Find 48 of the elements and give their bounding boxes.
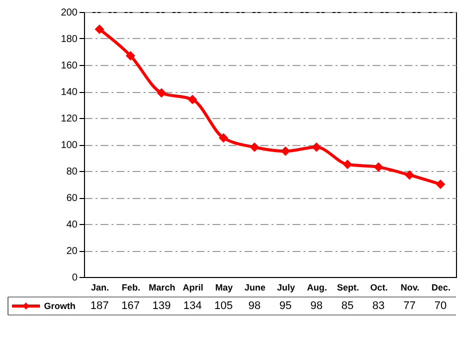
y-tick-label: 100 (60, 140, 78, 151)
point (436, 180, 446, 189)
x-tick-label: Feb. (122, 282, 140, 292)
y-tick-label: 140 (60, 87, 78, 98)
data-label: 187 (90, 300, 109, 312)
x-tick-label: April (182, 282, 204, 292)
data-label: 95 (279, 300, 292, 312)
data-label: 70 (434, 300, 447, 312)
point (280, 146, 290, 156)
x-tick-label: March (148, 282, 176, 292)
data-label: 85 (341, 300, 354, 312)
data-label: 134 (183, 300, 202, 312)
x-tick-label: Jan. (90, 282, 110, 292)
x-tick-label: July (276, 282, 296, 292)
point (250, 142, 260, 152)
x-tick-label: Aug. (307, 282, 327, 292)
x-tick-label: Oct. (370, 282, 388, 292)
y-tick-label: 80 (66, 166, 78, 178)
point (218, 133, 228, 143)
point (312, 142, 322, 152)
x-tick-label: May (215, 282, 233, 292)
data-label: 77 (403, 300, 416, 312)
x-tick-label: Dec. (431, 282, 451, 292)
data-label: 98 (248, 300, 261, 312)
y-tick-label: 60 (66, 193, 78, 204)
legend-label: Growth (44, 301, 76, 311)
y-tick-label: 180 (60, 34, 78, 45)
point (342, 160, 352, 170)
y-tick-label: 200 (60, 8, 78, 18)
data-label: 139 (152, 300, 171, 312)
x-tick-label: Nov. (400, 282, 420, 292)
point (188, 94, 198, 104)
y-tick-label: 160 (60, 60, 78, 72)
data-label: 167 (121, 300, 140, 312)
point (156, 88, 166, 98)
point (126, 50, 136, 60)
point (94, 24, 104, 34)
data-label: 83 (372, 300, 385, 312)
x-tick-label: June (244, 282, 266, 292)
y-tick-label: 40 (66, 220, 78, 230)
x-tick-label: Sept. (336, 282, 360, 292)
y-tick-label: 20 (66, 246, 78, 257)
y-tick-label: 0 (72, 272, 78, 284)
point (374, 162, 384, 172)
data-label: 98 (310, 300, 323, 312)
data-label: 105 (214, 300, 233, 312)
point (404, 170, 414, 180)
y-tick-label: 120 (60, 114, 78, 124)
